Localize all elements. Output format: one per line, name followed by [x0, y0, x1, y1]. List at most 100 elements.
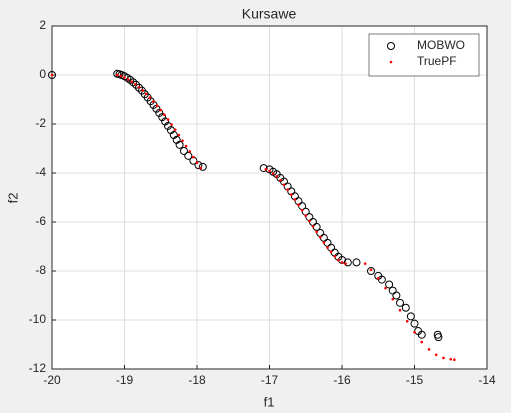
- data-point: [268, 169, 271, 173]
- x-tick-label: -18: [188, 373, 206, 387]
- data-point: [132, 80, 141, 89]
- data-point: [293, 198, 297, 201]
- data-point: [308, 219, 311, 223]
- data-point: [434, 353, 438, 357]
- data-point: [164, 121, 172, 130]
- y-tick-label: -10: [29, 312, 47, 326]
- data-point: [199, 166, 202, 170]
- data-point: [343, 258, 352, 267]
- x-tick-label: -20: [43, 373, 61, 387]
- data-point: [417, 330, 426, 339]
- data-point: [126, 78, 130, 81]
- data-point: [170, 123, 173, 126]
- data-point: [398, 308, 402, 312]
- data-point: [163, 113, 166, 116]
- data-point: [175, 140, 184, 149]
- data-point: [297, 203, 300, 207]
- data-point: [188, 150, 192, 153]
- x-tick-label: -19: [116, 373, 134, 387]
- y-tick-label: -8: [35, 263, 46, 277]
- data-point: [385, 280, 394, 289]
- data-point: [420, 340, 424, 344]
- data-point: [396, 298, 404, 307]
- y-tick-label: 2: [39, 18, 46, 32]
- data-point: [134, 83, 137, 86]
- data-point: [340, 261, 344, 264]
- data-point: [304, 214, 308, 217]
- data-point: [289, 193, 293, 196]
- data-point: [367, 267, 375, 275]
- data-point: [177, 133, 181, 137]
- data-point: [311, 225, 315, 228]
- data-point: [195, 161, 199, 165]
- data-point: [141, 89, 144, 92]
- x-tick-label: -14: [478, 373, 496, 387]
- data-point: [453, 358, 456, 361]
- data-point: [286, 188, 289, 191]
- legend-symbol: [389, 60, 393, 64]
- data-point: [179, 146, 188, 155]
- data-point: [144, 92, 148, 96]
- data-point: [352, 258, 361, 267]
- legend-box: [368, 33, 480, 77]
- data-point: [264, 168, 268, 171]
- y-tick-label: -4: [35, 165, 46, 179]
- y-tick-label: -6: [35, 214, 46, 228]
- data-point: [192, 155, 195, 159]
- data-point: [152, 100, 155, 103]
- data-point: [48, 71, 56, 79]
- y-tick-label: 0: [39, 67, 46, 81]
- data-point: [405, 319, 409, 323]
- chart-title: Kursawe: [242, 6, 297, 22]
- data-point: [442, 356, 445, 360]
- data-point: [194, 161, 203, 170]
- y-tick-label: -2: [35, 116, 46, 130]
- data-point: [159, 108, 163, 112]
- y-axis-label: f2: [5, 193, 20, 204]
- axes-box: [51, 25, 488, 370]
- x-tick-label: -17: [261, 373, 279, 387]
- data-point: [369, 268, 373, 272]
- data-point: [135, 83, 143, 92]
- data-point: [119, 74, 123, 78]
- data-point: [130, 80, 134, 84]
- data-point: [344, 262, 347, 265]
- data-point: [326, 246, 329, 249]
- data-point: [279, 179, 282, 182]
- x-tick-label: -15: [406, 373, 424, 387]
- data-point: [413, 330, 416, 334]
- data-point: [427, 348, 431, 351]
- data-point: [115, 73, 119, 77]
- data-point: [161, 117, 170, 126]
- y-tick-label: -12: [29, 361, 47, 375]
- x-tick-label: -16: [333, 373, 351, 387]
- data-point: [148, 96, 152, 99]
- data-point: [410, 319, 419, 328]
- data-point: [158, 113, 167, 122]
- data-point: [155, 108, 164, 117]
- data-point: [363, 262, 367, 265]
- data-point: [318, 235, 322, 239]
- data-point: [282, 183, 286, 187]
- data-point: [271, 172, 275, 175]
- data-point: [300, 208, 304, 212]
- data-point: [137, 85, 141, 89]
- data-point: [166, 118, 170, 121]
- data-point: [401, 303, 410, 312]
- data-point: [392, 291, 401, 300]
- data-point: [391, 297, 395, 301]
- legend-label: TruePF: [417, 54, 457, 68]
- data-point: [329, 250, 333, 254]
- data-point: [434, 333, 443, 342]
- data-point: [384, 286, 387, 290]
- data-point: [181, 139, 184, 142]
- legend-symbol: [387, 42, 395, 50]
- data-point: [376, 277, 380, 280]
- data-point: [155, 104, 159, 107]
- data-point: [333, 254, 337, 258]
- data-point: [259, 164, 268, 173]
- data-point: [198, 162, 207, 171]
- data-point: [449, 357, 453, 361]
- data-point: [337, 258, 340, 262]
